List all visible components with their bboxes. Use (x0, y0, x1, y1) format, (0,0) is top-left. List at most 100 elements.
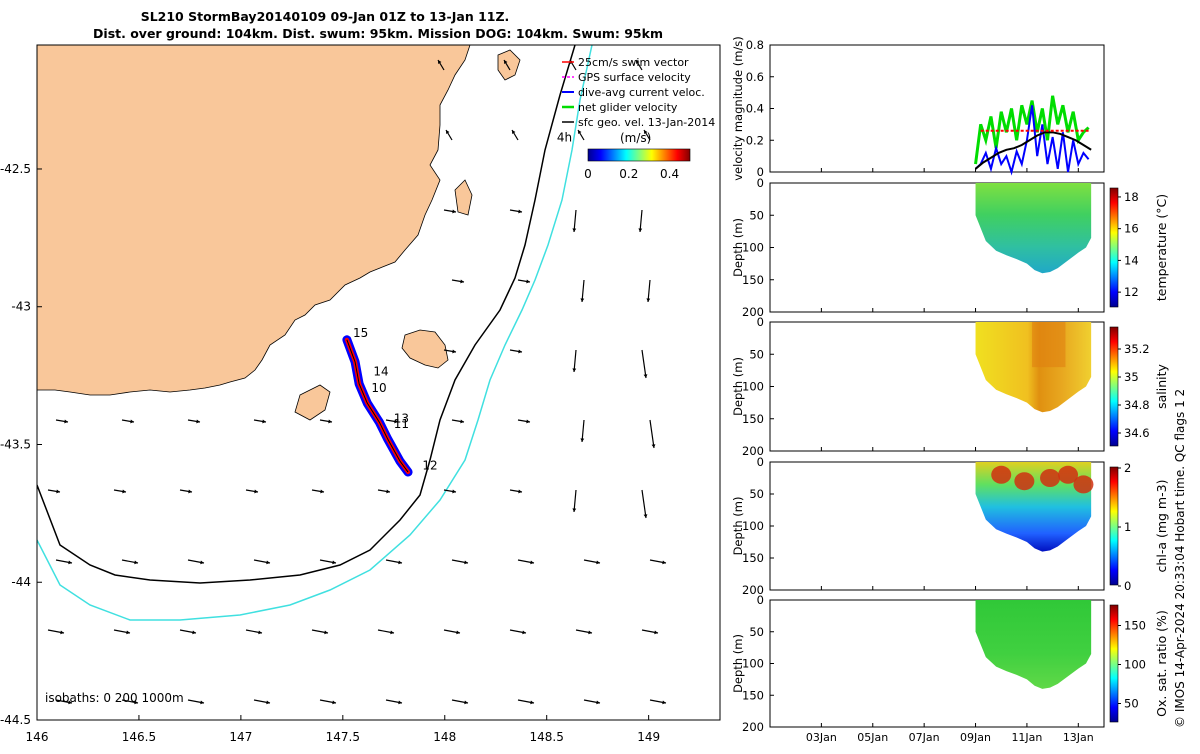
velocity-arrow-head (526, 279, 530, 284)
velocity-ytick-label: 0.2 (746, 133, 764, 147)
velocity-arrow-head (580, 438, 585, 442)
velocity-arrow-head (266, 700, 270, 705)
colorbar-label: chl-a (mg m-3) (1154, 480, 1169, 573)
velocity-arrow-head (398, 560, 402, 565)
velocity-arrow-head (518, 349, 522, 354)
velocity-arrow-head (456, 630, 460, 635)
velocity-series-line (974, 131, 1092, 170)
colorbar-tick-label: 34.8 (1124, 398, 1150, 412)
velocity-arrow-head (530, 560, 534, 565)
velocity-arrow-head (638, 228, 643, 232)
time-tick-label: 13Jan (1063, 731, 1094, 744)
velocity-arrow-head (530, 700, 534, 705)
velocity-arrow-head (328, 419, 332, 424)
time-tick-label: 11Jan (1011, 731, 1042, 744)
colorbar-label: temperature (°C) (1154, 194, 1169, 301)
velocity-ytick-label: 0.6 (746, 70, 764, 84)
velocity-arrow-head (332, 560, 336, 565)
depth-tick-label: 0 (757, 455, 764, 469)
velocity-arrow-head (596, 700, 600, 705)
velocity-arrow-head (460, 279, 464, 284)
velocity-arrow-head (588, 630, 592, 635)
velocity-arrow-head (518, 489, 522, 494)
maria-island (454, 179, 473, 216)
velocity-arrow-head (662, 700, 666, 705)
colorbar-tick-label: 35 (1124, 370, 1139, 384)
velocity-arrow-head (580, 298, 585, 302)
colorbar-tick-label: 1 (1124, 520, 1131, 534)
velocity-arrow-head (504, 60, 508, 64)
velocity-arrow (581, 279, 585, 303)
depth-tick-label: 0 (757, 593, 764, 607)
velocity-arrow-head (64, 419, 68, 424)
section-colorbar (1109, 604, 1119, 723)
colorbar-tick-label: 14 (1124, 253, 1139, 267)
section-colorbar (1109, 466, 1119, 586)
map-xtick-label: 146 (26, 730, 49, 744)
velocity-arrow-head (254, 489, 258, 494)
colorbar-tick-label: 12 (1124, 285, 1139, 299)
depth-tick-label: 150 (742, 273, 764, 287)
time-axis: 03Jan 05Jan 07Jan 09Jan 11Jan 13Jan (806, 168, 1094, 744)
depth-axis-label: Depth (m) (731, 497, 745, 556)
colorbar-tick-label: 34.6 (1124, 426, 1150, 440)
section-field (975, 600, 1092, 689)
section-panel-temperature: 0 50 100 150 200 Depth (m) 12 14 16 18 temperature… (731, 176, 1169, 319)
velocity-arrow-head (200, 560, 204, 565)
velocity-series-line (974, 95, 1090, 165)
velocity-arrow-head (662, 560, 666, 565)
velocity-ylabel: velocity magnitude (m/s) (731, 36, 745, 181)
velocity-arrow-head (130, 419, 134, 424)
velocity-arrow-head (452, 349, 456, 354)
section-field (975, 183, 1092, 274)
velocity-arrow-head (578, 130, 582, 134)
map-xtick-label: 147 (229, 730, 252, 744)
velocity-arrow-head (464, 560, 468, 565)
velocity-arrow-head (196, 419, 200, 424)
salinity-high-patch (1032, 322, 1066, 368)
depth-tick-label: 0 (757, 315, 764, 329)
depth-axis-label: Depth (m) (731, 634, 745, 693)
map-ytick-label: -43 (11, 300, 31, 314)
section-panel-chl-a: 0 50 100 150 200 Depth (m) 0 1 2 chl-a (mg m-3) (731, 455, 1169, 597)
track-label: 13 (394, 411, 409, 425)
velocity-arrow-head (446, 130, 450, 134)
isobath-200 (37, 45, 576, 584)
velocity-arrow-head (596, 560, 600, 565)
colorbar-tick-label: 0 (1124, 579, 1131, 593)
velocity-arrow-head (460, 419, 464, 424)
colorbar-tick-label: 16 (1124, 222, 1139, 236)
velocity-arrow-head (266, 560, 270, 565)
depth-tick-label: 100 (742, 380, 764, 394)
velocity-ytick-label: 0.4 (746, 102, 764, 116)
velocity-arrow-head (512, 130, 516, 134)
velocity-arrow-head (262, 419, 266, 424)
velocity-arrow (573, 349, 577, 373)
velocity-arrow-head (390, 630, 394, 635)
velocity-arrow-head (452, 489, 456, 494)
colorbar-tick-label: 35.2 (1124, 342, 1150, 356)
copyright-note: © IMOS 14-Apr-2024 20:33:04 Hobart time.… (1173, 389, 1187, 728)
velocity-arrow-head (60, 630, 64, 635)
map-ytick-label: -43.5 (0, 437, 31, 451)
legend-swim-label: 25cm/s swim vector (578, 56, 689, 69)
depth-tick-label: 200 (742, 720, 764, 734)
legend-gps-label: GPS surface velocity (578, 71, 691, 84)
velocity-frame (769, 44, 1105, 173)
velocity-ytick-label: 0 (757, 165, 764, 179)
colorbar-tick-label: 2 (1124, 461, 1131, 475)
colorbar-tick-label: 0.4 (660, 167, 679, 181)
velocity-arrow-head (394, 419, 398, 424)
velocity-arrow (647, 279, 651, 303)
velocity-arrow-head (398, 700, 402, 705)
depth-tick-label: 150 (742, 551, 764, 565)
map-xtick-label: 147.5 (326, 730, 360, 744)
track-line (346, 339, 409, 473)
velocity-arrow (573, 489, 577, 513)
velocity-arrow-head (452, 209, 456, 214)
map-ytick-label: -44.5 (0, 713, 31, 727)
colorbar-tick-label: 100 (1124, 658, 1146, 672)
tasman-peninsula (401, 329, 449, 369)
